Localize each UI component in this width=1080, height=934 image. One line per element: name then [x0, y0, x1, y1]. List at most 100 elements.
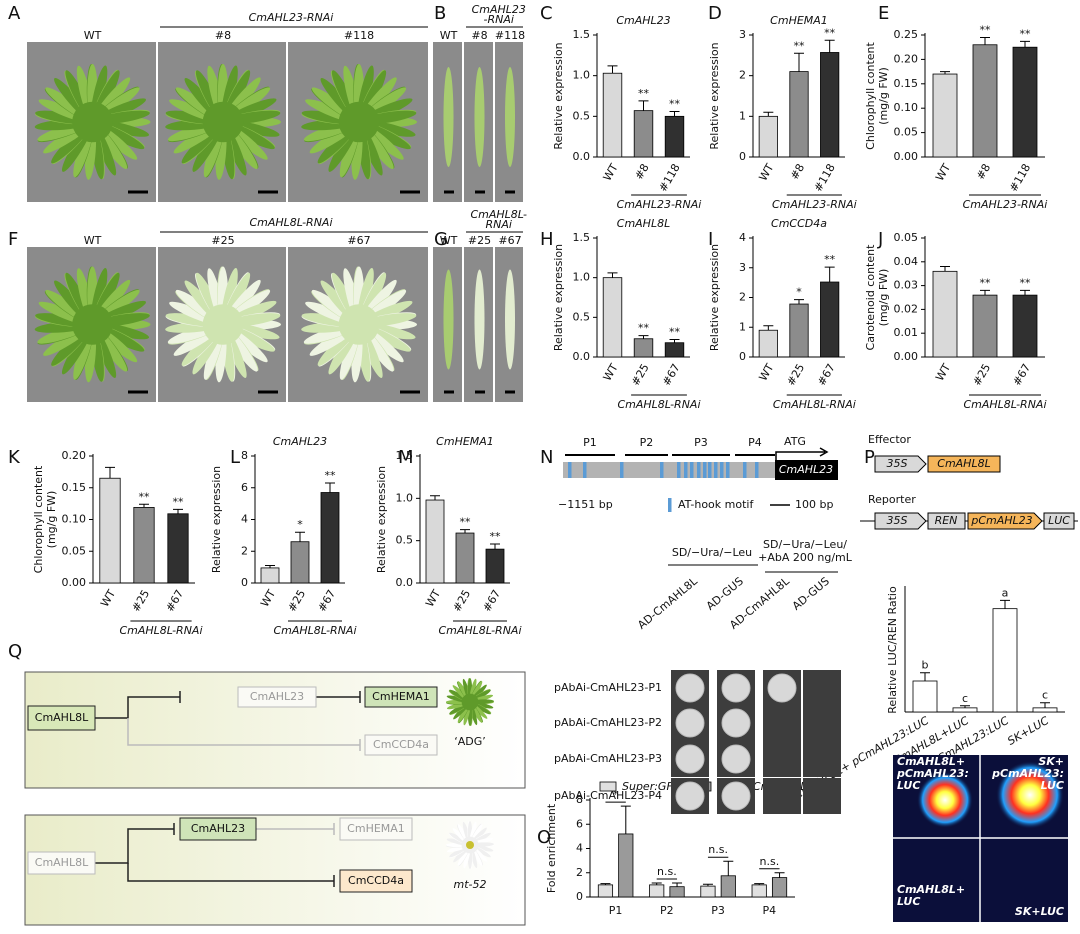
colony	[721, 781, 751, 811]
error-bar	[920, 672, 930, 681]
y-axis-label: (mg/g FW)	[877, 67, 890, 125]
group-label: CmAHL8L-	[470, 208, 527, 221]
x-tick-label: #118	[656, 162, 682, 195]
node-box	[364, 734, 438, 756]
column-label: AD-GUS	[704, 575, 746, 613]
panel-letter: N	[540, 447, 553, 468]
luminescence	[996, 761, 1064, 829]
y-tick-label: 0.00	[894, 150, 919, 163]
fragment-label: P1	[583, 436, 597, 449]
error-bar	[460, 529, 470, 534]
y-tick-label: 8	[241, 449, 248, 462]
bar	[633, 110, 654, 158]
photo-label: WT	[84, 29, 102, 42]
error-bar	[940, 266, 950, 272]
group-label: CmAHL23-RNAi	[772, 198, 857, 211]
model-caption: mt-52	[454, 878, 487, 891]
y-tick-label: 0.00	[894, 350, 919, 363]
error-bar	[1040, 702, 1050, 708]
significance: **	[980, 276, 992, 289]
chart-title: CmAHL23	[616, 14, 670, 27]
bar	[751, 884, 767, 898]
significance: *	[297, 518, 303, 531]
y-tick-label: 8	[576, 793, 583, 806]
photo-label: #67	[498, 234, 521, 247]
luc-label: CmAHL8L+	[897, 883, 965, 896]
error-bar	[1020, 40, 1030, 48]
motif	[720, 462, 724, 478]
photo-label: #8	[471, 29, 487, 42]
significance: **	[139, 490, 151, 503]
plate	[763, 778, 801, 814]
significance: **	[669, 97, 681, 110]
motif	[684, 462, 688, 478]
error-bar	[794, 52, 804, 72]
photo-label: #25	[211, 234, 234, 247]
error-bar	[669, 339, 680, 343]
colony	[721, 744, 751, 774]
y-tick-label: 0.0	[573, 150, 591, 163]
part-label: REN	[935, 514, 958, 527]
error-bar	[620, 805, 631, 834]
cds-box	[927, 512, 966, 530]
panel-letter: C	[540, 3, 553, 24]
plant-center	[338, 101, 380, 143]
photo-label: WT	[440, 29, 458, 42]
node-label: CmAHL23	[250, 690, 304, 703]
y-tick-label: 0.10	[894, 101, 919, 114]
photo-label: #8	[215, 29, 231, 42]
bar	[972, 294, 998, 358]
panel-letter: A	[8, 3, 21, 24]
y-tick-label: 0.10	[62, 513, 87, 526]
node-box	[339, 817, 413, 841]
node-box	[237, 686, 317, 708]
panel-letter: E	[878, 3, 889, 24]
y-tick-label: 0.0	[396, 576, 414, 589]
significance: **	[824, 253, 836, 266]
significance: **	[325, 469, 337, 482]
significance: **	[794, 39, 806, 52]
motif	[755, 462, 759, 478]
panel-letter: F	[8, 229, 18, 250]
luc-label: pCmAHL23:	[896, 767, 969, 780]
part-label: pCmAHL23	[970, 514, 1032, 527]
plant-center	[202, 304, 244, 345]
error-bar	[105, 466, 115, 479]
error-bar	[794, 299, 804, 305]
y-tick-label: 1	[739, 109, 746, 122]
error-bar	[824, 266, 835, 283]
y-tick-label: 2	[241, 544, 248, 557]
y-tick-label: 0.5	[573, 109, 591, 122]
significance: *	[613, 788, 619, 801]
column-label: AD-CmAHL8L	[635, 574, 700, 632]
plant	[165, 266, 281, 383]
y-tick-label: 6	[241, 481, 248, 494]
significance: **	[173, 495, 185, 508]
y-tick-label: 0	[241, 576, 248, 589]
y-axis-label: Carotenoid content	[864, 244, 877, 351]
motif	[568, 462, 572, 478]
motif	[726, 462, 730, 478]
y-tick-label: 0.5	[396, 534, 414, 547]
x-tick-label: WT	[601, 361, 621, 383]
group-label: -RNAi	[484, 13, 514, 26]
photo-label: #118	[495, 29, 525, 42]
x-tick-label: #118	[1007, 162, 1033, 195]
start-arrow	[775, 447, 829, 460]
colony	[767, 673, 797, 703]
bar	[649, 884, 665, 898]
length-label: −1151 bp	[558, 498, 613, 511]
error-bar	[763, 111, 774, 117]
fragment-label: P2	[640, 436, 654, 449]
motif	[677, 462, 681, 478]
y-tick-label: 0.0	[573, 350, 591, 363]
motif-legend	[668, 498, 672, 512]
bar	[485, 548, 505, 584]
group-label: CmAHL8L-RNAi	[438, 624, 521, 637]
photo-label: WT	[440, 234, 458, 247]
inhibition	[95, 691, 181, 719]
y-tick-label: 3	[739, 261, 746, 274]
x-tick-label: WT	[601, 161, 621, 183]
y-tick-label: 0.15	[62, 481, 87, 494]
